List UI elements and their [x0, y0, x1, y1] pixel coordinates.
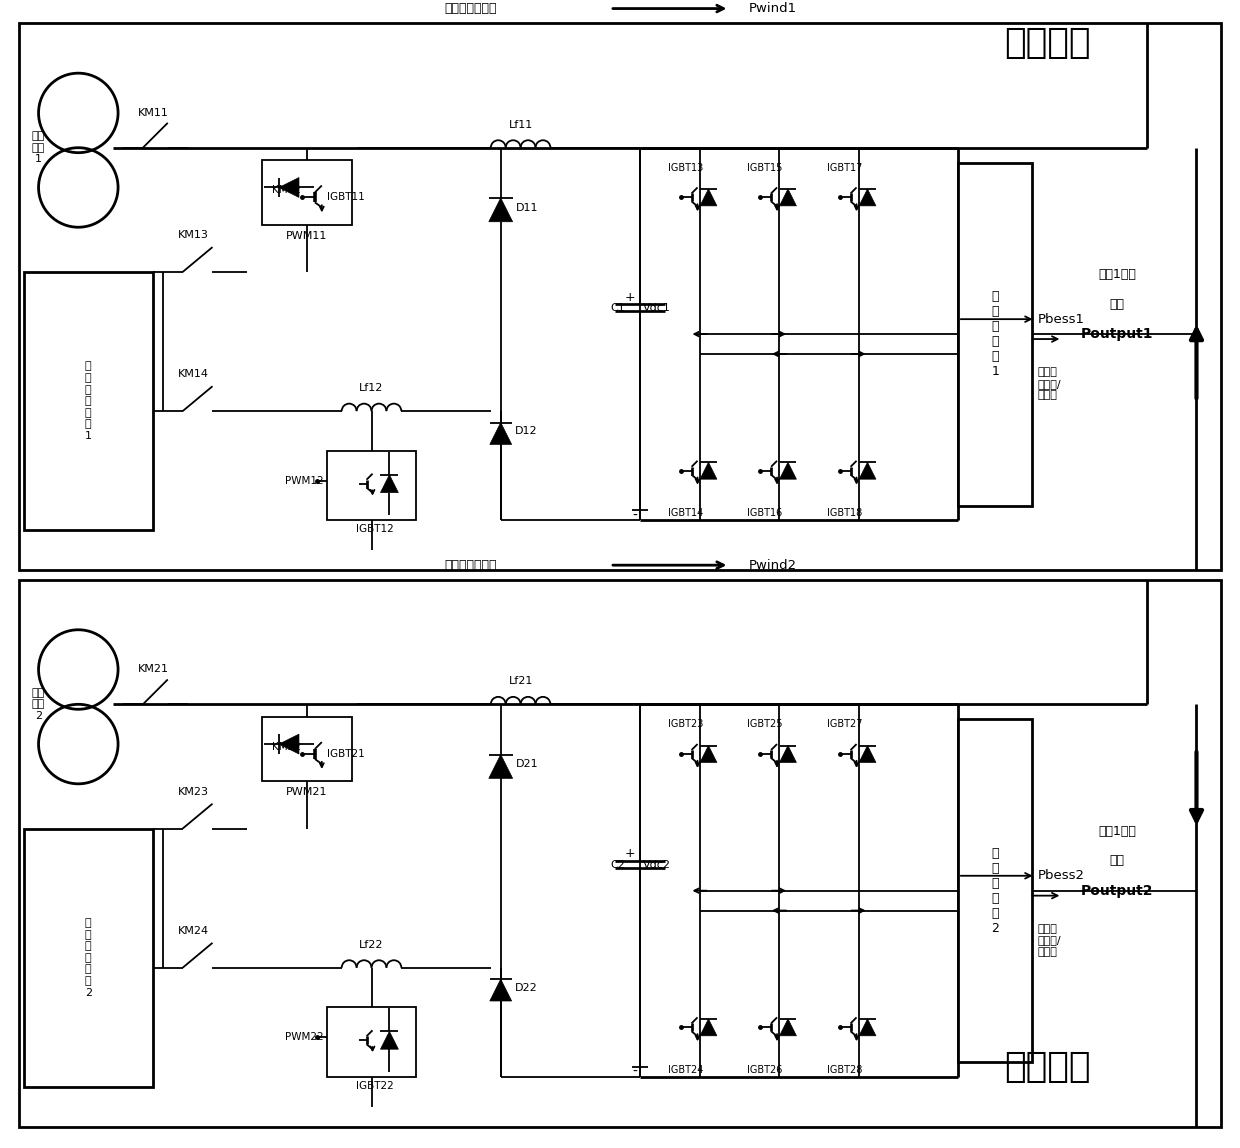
Bar	[262, 160, 352, 225]
Text: IGBT17: IGBT17	[827, 163, 862, 172]
Text: PWM12: PWM12	[285, 475, 324, 486]
Polygon shape	[279, 178, 299, 197]
Text: Poutput2: Poutput2	[1081, 884, 1153, 898]
Text: IGBT15: IGBT15	[748, 163, 782, 172]
Bar	[19, 23, 1221, 571]
Text: Pbess2: Pbess2	[1038, 869, 1085, 883]
Bar	[959, 719, 1033, 1062]
Text: IGBT25: IGBT25	[748, 719, 782, 729]
Text: 风电
机组
2: 风电 机组 2	[32, 688, 45, 721]
Polygon shape	[780, 189, 796, 205]
Bar	[262, 716, 352, 782]
Polygon shape	[701, 189, 717, 205]
Bar	[959, 163, 1033, 505]
Text: KM21: KM21	[138, 665, 169, 675]
Text: D12: D12	[515, 426, 537, 436]
Bar	[24, 829, 153, 1087]
Text: Pwind1: Pwind1	[749, 2, 797, 15]
Text: 风电组输出功率: 风电组输出功率	[445, 559, 497, 572]
Text: KM11: KM11	[138, 108, 169, 118]
Polygon shape	[490, 979, 512, 1001]
Text: 电
池
储
能
单
元
1: 电 池 储 能 单 元 1	[84, 362, 92, 441]
Text: 风电
机组
1: 风电 机组 1	[32, 131, 45, 164]
Text: IGBT12: IGBT12	[356, 525, 393, 535]
Text: 区域1输出: 区域1输出	[1099, 267, 1136, 281]
Text: +: +	[624, 290, 635, 304]
Bar	[19, 580, 1221, 1126]
Text: Vdc1: Vdc1	[642, 303, 671, 313]
Text: Pwind2: Pwind2	[749, 559, 797, 572]
Text: KM24: KM24	[177, 926, 208, 936]
Bar	[327, 451, 417, 520]
Text: 储能单
元输出/
入功率: 储能单 元输出/ 入功率	[1038, 367, 1061, 401]
Polygon shape	[780, 463, 796, 479]
Polygon shape	[701, 1019, 717, 1035]
Text: IGBT27: IGBT27	[827, 719, 862, 729]
Text: PWM11: PWM11	[286, 231, 327, 241]
Text: Lf12: Lf12	[360, 383, 383, 394]
Polygon shape	[489, 754, 512, 778]
Polygon shape	[780, 745, 796, 762]
Text: Vdc2: Vdc2	[642, 860, 671, 870]
Text: IGBT24: IGBT24	[667, 1065, 703, 1075]
Polygon shape	[381, 475, 398, 492]
Text: KM22: KM22	[272, 742, 301, 752]
Text: C2: C2	[610, 860, 625, 870]
Text: PWM21: PWM21	[286, 788, 327, 798]
Text: D22: D22	[515, 983, 537, 993]
Polygon shape	[859, 189, 875, 205]
Text: 功率: 功率	[1110, 297, 1125, 311]
Text: 功
率
平
滑
器
2: 功 率 平 滑 器 2	[991, 847, 999, 934]
Polygon shape	[489, 197, 512, 222]
Text: +: +	[624, 847, 635, 860]
Text: 功
率
平
滑
器
1: 功 率 平 滑 器 1	[991, 290, 999, 378]
Polygon shape	[701, 463, 717, 479]
Text: Lf11: Lf11	[508, 119, 533, 130]
Text: D21: D21	[516, 760, 538, 769]
Text: IGBT22: IGBT22	[356, 1081, 393, 1091]
Polygon shape	[859, 463, 875, 479]
Text: PWM22: PWM22	[285, 1032, 324, 1042]
Bar	[327, 1008, 417, 1077]
Text: -: -	[632, 509, 637, 522]
Text: KM14: KM14	[177, 370, 208, 379]
Text: IGBT28: IGBT28	[827, 1065, 862, 1075]
Text: Poutput1: Poutput1	[1081, 327, 1153, 341]
Text: IGBT11: IGBT11	[327, 193, 365, 202]
Text: IGBT16: IGBT16	[748, 509, 782, 519]
Text: IGBT26: IGBT26	[748, 1065, 782, 1075]
Text: 第一区域: 第一区域	[1004, 26, 1091, 61]
Text: Pbess1: Pbess1	[1038, 312, 1085, 326]
Bar	[24, 272, 153, 530]
Text: 储能单
元输出/
入功率: 储能单 元输出/ 入功率	[1038, 924, 1061, 957]
Text: Lf21: Lf21	[508, 676, 533, 687]
Polygon shape	[279, 734, 299, 754]
Text: C1: C1	[610, 303, 625, 313]
Text: IGBT23: IGBT23	[667, 719, 703, 729]
Polygon shape	[381, 1031, 398, 1049]
Polygon shape	[859, 745, 875, 762]
Text: KM13: KM13	[177, 230, 208, 240]
Polygon shape	[701, 745, 717, 762]
Text: 功率: 功率	[1110, 854, 1125, 868]
Text: KM12: KM12	[272, 186, 301, 195]
Text: 第二区域: 第二区域	[1004, 1050, 1091, 1084]
Text: IGBT18: IGBT18	[827, 509, 862, 519]
Text: 风电组输出功率: 风电组输出功率	[445, 2, 497, 15]
Polygon shape	[490, 422, 512, 444]
Text: 区域1输出: 区域1输出	[1099, 824, 1136, 838]
Text: Lf22: Lf22	[360, 940, 383, 949]
Polygon shape	[780, 1019, 796, 1035]
Polygon shape	[859, 1019, 875, 1035]
Text: IGBT13: IGBT13	[667, 163, 703, 172]
Text: IGBT14: IGBT14	[667, 509, 703, 519]
Text: -: -	[632, 1065, 637, 1079]
Text: 电
池
储
能
单
元
2: 电 池 储 能 单 元 2	[84, 918, 92, 998]
Text: KM23: KM23	[177, 786, 208, 797]
Text: IGBT21: IGBT21	[327, 748, 365, 759]
Text: D11: D11	[516, 203, 538, 212]
